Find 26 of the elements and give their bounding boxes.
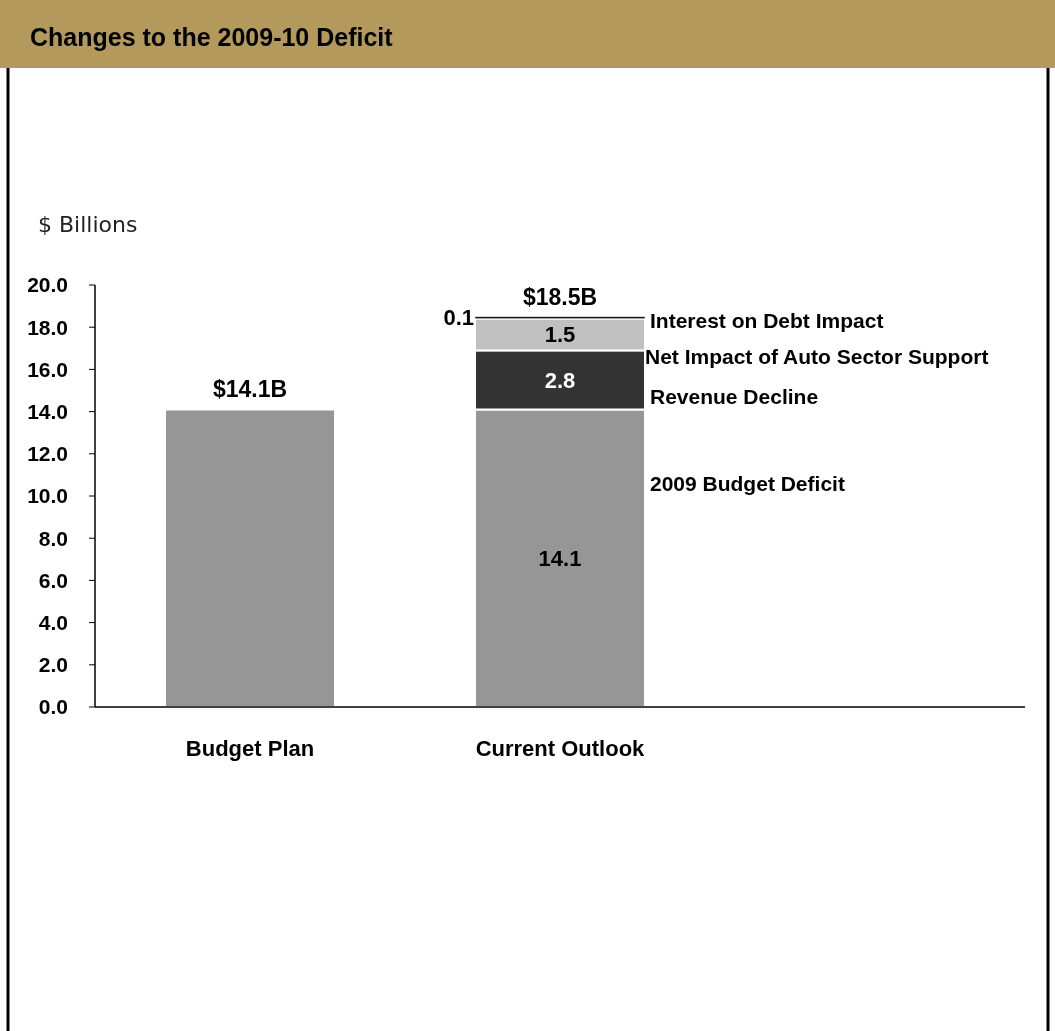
y-tick-label: 12.0 [27, 442, 68, 466]
total-label: $14.1B [212, 376, 288, 403]
chart-title: Changes to the 2009-10 Deficit [30, 23, 394, 51]
y-tick-label: 18.0 [27, 315, 68, 339]
series-label: 2009 Budget Deficit [650, 471, 845, 495]
y-tick-label: 6.0 [38, 568, 68, 592]
x-tick-label: Current Outlook [475, 736, 646, 761]
series-label: Net Impact of Auto Sector Support [645, 345, 989, 369]
y-tick-label: 0.0 [38, 695, 68, 719]
data-label: 1.5 [544, 322, 576, 348]
series-label: Interest on Debt Impact [650, 309, 884, 332]
y-axis-title: $ Billions [38, 212, 138, 237]
y-tick-label: 16.0 [27, 357, 68, 381]
data-label: 14.1 [538, 545, 582, 571]
y-tick-label: 14.0 [27, 399, 68, 423]
bar [164, 408, 336, 708]
y-tick-label: 20.0 [27, 273, 68, 297]
series-label: Revenue Decline [650, 384, 819, 408]
data-label: 2.8 [544, 367, 576, 393]
y-tick-label: 10.0 [27, 484, 68, 508]
x-tick-label: Budget Plan [185, 736, 315, 761]
total-label: $18.5B [522, 283, 598, 310]
y-tick-label: 8.0 [38, 526, 68, 550]
y-tick-label: 4.0 [38, 610, 68, 634]
y-tick-label: 2.0 [38, 653, 68, 677]
data-label: 0.1 [443, 305, 474, 331]
